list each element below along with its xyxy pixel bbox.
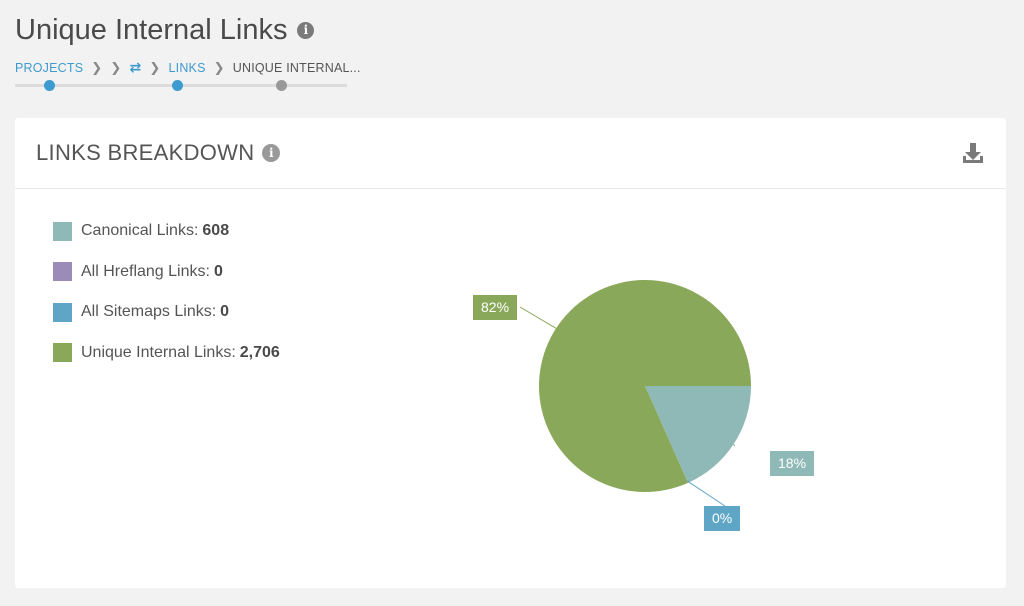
legend-swatch bbox=[53, 221, 72, 241]
card-header: LINKS BREAKDOWN i bbox=[15, 118, 1006, 189]
breadcrumb-current: UNIQUE INTERNAL... bbox=[232, 60, 361, 75]
progress-step-1[interactable] bbox=[44, 80, 55, 91]
pie-data-label: 18% bbox=[770, 451, 815, 476]
chevron-right-icon: ❯ bbox=[110, 59, 122, 75]
legend-swatch bbox=[53, 302, 72, 322]
legend-swatch bbox=[53, 262, 72, 281]
breadcrumb-links[interactable]: LINKS bbox=[168, 60, 206, 75]
card-title-text: LINKS BREAKDOWN bbox=[36, 140, 255, 165]
legend-label: Canonical Links: bbox=[81, 222, 199, 239]
page-header: Unique Internal Links i PROJECTS ❯ ❯ ⇄ ❯… bbox=[15, 14, 361, 91]
pie-slice[interactable] bbox=[645, 386, 751, 483]
chevron-right-icon: ❯ bbox=[149, 59, 161, 75]
legend-value: 2,706 bbox=[239, 343, 280, 361]
swap-icon[interactable]: ⇄ bbox=[129, 59, 142, 75]
pie-data-label: 0% bbox=[704, 506, 741, 531]
progress-step-3 bbox=[276, 80, 287, 91]
legend-value: 0 bbox=[220, 303, 230, 320]
chevron-right-icon: ❯ bbox=[213, 59, 225, 75]
breadcrumb-progress bbox=[15, 80, 347, 91]
page-title: Unique Internal Links i bbox=[15, 14, 361, 47]
progress-step-2[interactable] bbox=[172, 80, 183, 91]
info-icon[interactable]: i bbox=[297, 22, 315, 39]
pie-leader-line bbox=[731, 442, 736, 447]
links-breakdown-card: LINKS BREAKDOWN i Canonical Links: 608 A… bbox=[15, 118, 1006, 588]
chevron-right-icon: ❯ bbox=[91, 59, 103, 75]
legend-item-sitemaps[interactable]: All Sitemaps Links: 0 bbox=[53, 302, 280, 322]
page-title-text: Unique Internal Links bbox=[15, 14, 288, 46]
legend-item-hreflang[interactable]: All Hreflang Links: 0 bbox=[53, 262, 280, 282]
pie-leader-line bbox=[686, 480, 726, 507]
breadcrumb: PROJECTS ❯ ❯ ⇄ ❯ LINKS ❯ UNIQUE INTERNAL… bbox=[15, 59, 361, 76]
legend-label: Unique Internal Links: bbox=[81, 343, 236, 361]
pie-leader-line bbox=[519, 306, 559, 330]
breadcrumb-projects[interactable]: PROJECTS bbox=[15, 60, 84, 75]
chart-legend: Canonical Links: 608 All Hreflang Links:… bbox=[53, 221, 280, 383]
legend-label: All Hreflang Links: bbox=[81, 262, 210, 280]
legend-value: 608 bbox=[202, 222, 230, 239]
pie-data-label: 82% bbox=[473, 295, 518, 320]
info-icon[interactable]: i bbox=[262, 144, 281, 162]
legend-item-canonical[interactable]: Canonical Links: 608 bbox=[53, 221, 280, 241]
legend-item-unique[interactable]: Unique Internal Links: 2,706 bbox=[53, 343, 280, 363]
legend-value: 0 bbox=[213, 262, 223, 280]
pie-slice[interactable] bbox=[539, 279, 751, 492]
legend-label: All Sitemaps Links: bbox=[81, 303, 217, 320]
card-title: LINKS BREAKDOWN i bbox=[36, 140, 281, 166]
pie-chart bbox=[519, 279, 751, 507]
legend-swatch bbox=[53, 343, 72, 362]
download-icon[interactable] bbox=[962, 142, 984, 164]
